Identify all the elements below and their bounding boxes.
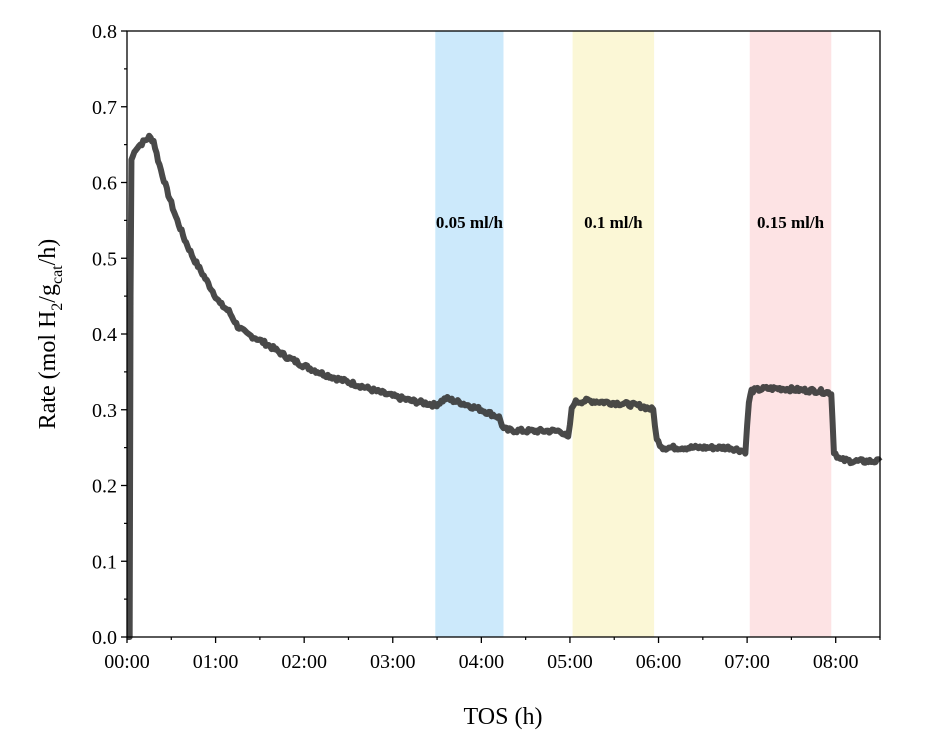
y-tick-label-0: 0.0 (92, 627, 117, 649)
y-tick-label-6: 0.6 (92, 173, 117, 195)
axes: 0.0 0.1 0.2 0.3 0.4 0.5 0.6 0.7 0.8 00:00 01:00 02:… (92, 21, 881, 673)
band-label-1: 0.1 ml/h (584, 213, 643, 232)
band-2 (749, 31, 832, 637)
band-label-0: 0.05 ml/h (436, 213, 504, 232)
x-axis-title: TOS (h) (464, 704, 543, 730)
y-axis-title-sub2: cat (49, 265, 66, 284)
y-axis-title-suffix: /h) (35, 239, 61, 266)
x-tick-label-6: 06:00 (636, 651, 682, 673)
y-tick-label-1: 0.1 (92, 551, 117, 573)
series-layer (125, 132, 883, 640)
y-tick-label-7: 0.7 (92, 97, 117, 119)
band-1 (572, 31, 655, 637)
series-line-0 (125, 132, 883, 640)
band-label-2: 0.15 ml/h (757, 213, 825, 232)
y-tick-label-5: 0.5 (92, 248, 117, 270)
y-tick-label-2: 0.2 (92, 476, 117, 498)
x-tick-label-8: 08:00 (813, 651, 859, 673)
x-tick-label-5: 05:00 (547, 651, 593, 673)
y-axis-title-sub1: 2 (49, 303, 66, 311)
y-tick-label-8: 0.8 (92, 21, 117, 43)
y-axis-title-prefix: Rate (mol H (35, 311, 61, 430)
band-0 (435, 31, 504, 637)
x-tick-label-1: 01:00 (193, 651, 239, 673)
x-tick-label-3: 03:00 (370, 651, 416, 673)
y-tick-label-3: 0.3 (92, 400, 117, 422)
x-tick-label-0: 00:00 (104, 651, 150, 673)
highlight-bands (435, 31, 832, 637)
y-tick-label-4: 0.4 (92, 324, 117, 346)
y-axis-title-mid: /g (35, 284, 61, 303)
x-tick-label-4: 04:00 (459, 651, 505, 673)
band-labels: 0.05 ml/h 0.1 ml/h 0.15 ml/h (436, 213, 825, 232)
x-tick-label-2: 02:00 (281, 651, 327, 673)
x-tick-label-7: 07:00 (724, 651, 770, 673)
y-axis-title: Rate (mol H2/gcat/h) (35, 239, 66, 430)
